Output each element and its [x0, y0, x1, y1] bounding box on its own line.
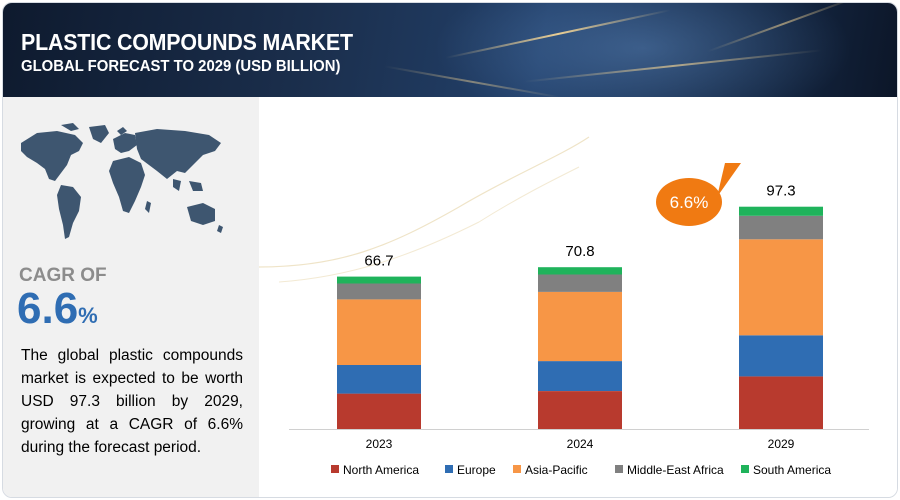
bar-north-america-2029 — [739, 376, 823, 429]
bar-north-america-2023 — [337, 393, 421, 429]
x-tick-2023: 2023 — [366, 437, 393, 451]
bar-middle-east-africa-2024 — [538, 274, 622, 292]
header-banner: PLASTIC COMPOUNDS MARKET GLOBAL FORECAST… — [3, 3, 897, 97]
legend-item-asia-pacific: Asia-Pacific — [513, 463, 588, 477]
legend-swatch-europe — [445, 465, 453, 473]
bar-middle-east-africa-2023 — [337, 283, 421, 300]
x-tick-2029: 2029 — [768, 437, 795, 451]
bar-europe-2029 — [739, 335, 823, 377]
legend-swatch-south-america — [741, 465, 749, 473]
page-subtitle: GLOBAL FORECAST TO 2029 (USD BILLION) — [21, 58, 341, 75]
legend-item-south-america: South America — [741, 463, 831, 477]
legend-label-south-america: South America — [753, 463, 831, 477]
bar-south-america-2023 — [337, 276, 421, 284]
page-title: PLASTIC COMPOUNDS MARKET — [21, 29, 353, 55]
x-tick-2024: 2024 — [567, 437, 594, 451]
cagr-label: CAGR OF — [19, 265, 107, 286]
bar-europe-2024 — [538, 361, 622, 391]
total-label-2024: 70.8 — [565, 243, 594, 260]
cagr-number: 6.6 — [17, 284, 79, 333]
total-label-2029: 97.3 — [766, 183, 795, 200]
legend-item-europe: Europe — [445, 463, 496, 477]
bar-north-america-2024 — [538, 391, 622, 429]
cagr-bubble-label: 6.6% — [670, 193, 709, 212]
legend-label-europe: Europe — [457, 463, 496, 477]
bar-south-america-2024 — [538, 267, 622, 275]
legend-item-north-america: North America — [331, 463, 419, 477]
stacked-bar-chart: 66.7 2023 70.8 2024 97.3 2029 6.6% North Amer… — [258, 136, 869, 477]
legend-label-middle-east-africa: Middle-East Africa — [627, 463, 724, 477]
bar-south-america-2029 — [739, 206, 823, 216]
market-description: The global plastic compounds market is e… — [21, 347, 243, 456]
bar-middle-east-africa-2029 — [739, 215, 823, 240]
summary-panel: CAGR OF 6.6% The global plastic compound… — [3, 97, 259, 497]
legend-swatch-asia-pacific — [513, 465, 521, 473]
total-label-2023: 66.7 — [364, 253, 393, 270]
legend-swatch-middle-east-africa — [615, 465, 623, 473]
world-map-icon — [21, 123, 223, 239]
legend-swatch-north-america — [331, 465, 339, 473]
bar-asia-pacific-2023 — [337, 299, 421, 365]
cagr-bubble — [656, 178, 722, 226]
cagr-arrow — [717, 163, 741, 197]
cagr-value: 6.6% — [17, 285, 98, 340]
chart-area: 66.7 2023 70.8 2024 97.3 2029 6.6% North Amer… — [258, 97, 897, 497]
legend-item-middle-east-africa: Middle-East Africa — [615, 463, 724, 477]
bar-europe-2023 — [337, 365, 421, 394]
cagr-percent-sign: % — [78, 303, 98, 328]
bar-asia-pacific-2024 — [538, 291, 622, 362]
legend-label-north-america: North America — [343, 463, 419, 477]
bar-asia-pacific-2029 — [739, 239, 823, 336]
legend-label-asia-pacific: Asia-Pacific — [525, 463, 588, 477]
